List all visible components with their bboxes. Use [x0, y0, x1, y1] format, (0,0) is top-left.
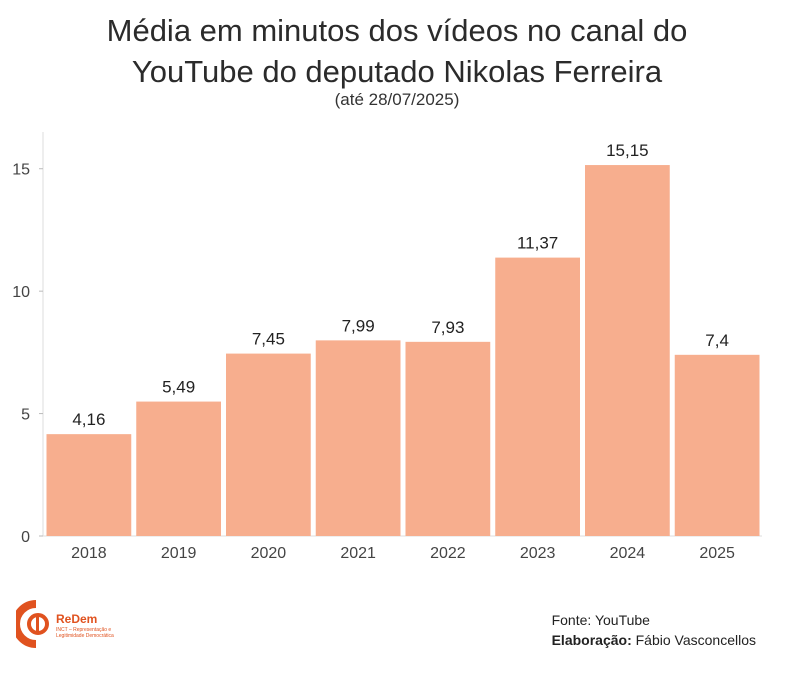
bar-value-label: 7,4 [705, 331, 729, 350]
bar [405, 341, 491, 536]
y-tick-label: 5 [21, 407, 30, 424]
bar-chart: 0 5 10 15 4,16 2018 5,49 2019 7,45 2020 7,99 2021 7,… [12, 132, 762, 562]
x-tick-label: 2023 [520, 545, 556, 562]
bar-value-label: 11,37 [517, 234, 558, 253]
bar [674, 354, 760, 536]
chart-title-line-2: YouTube do deputado Nikolas Ferreira [131, 54, 663, 89]
bar-value-label: 4,16 [72, 410, 105, 429]
credit-line: Elaboração: Fábio Vasconcellos [552, 630, 756, 650]
bar [495, 257, 580, 536]
x-tick-label: 2025 [699, 545, 735, 562]
redem-logo-tagline: INCT – Representação e Legitimidade Demo… [56, 627, 114, 639]
redem-logo-name: ReDem [56, 612, 98, 626]
y-tick-label: 10 [12, 284, 30, 301]
bar [136, 401, 221, 536]
bar-value-label: 7,99 [342, 316, 375, 335]
chart-title: Média em minutos dos vídeos no canal do … [0, 10, 794, 92]
x-tick-label: 2022 [430, 545, 466, 562]
bar-value-label: 15,15 [606, 141, 649, 160]
source-value: YouTube [594, 612, 650, 628]
credit-value: Fábio Vasconcellos [635, 632, 756, 648]
x-tick-label: 2024 [610, 545, 646, 562]
x-tick-label: 2021 [340, 545, 376, 562]
source-line: Fonte: YouTube [552, 610, 756, 630]
source-label: Fonte: [551, 612, 592, 628]
credit-label: Elaboração: [551, 632, 632, 648]
x-tick-label: 2020 [251, 545, 287, 562]
bar [315, 340, 401, 536]
x-tick-label: 2018 [71, 545, 107, 562]
x-tick-label: 2019 [161, 545, 197, 562]
y-tick-label: 15 [12, 162, 30, 179]
source-note: Fonte: YouTube Elaboração: Fábio Vasconc… [552, 610, 756, 650]
redem-logo: ReDem INCT – Representação e Legitimidad… [12, 600, 126, 652]
bar [226, 353, 311, 536]
bar-value-label: 7,93 [431, 318, 464, 337]
bar-value-label: 5,49 [162, 378, 195, 397]
bar [585, 165, 670, 536]
bar [46, 434, 132, 536]
redem-logo-icon [12, 600, 49, 648]
chart-subtitle: (até 28/07/2025) [334, 90, 460, 109]
y-tick-label: 0 [21, 529, 30, 546]
chart-title-line-1: Média em minutos dos vídeos no canal do [106, 13, 688, 48]
bar-value-label: 7,45 [252, 330, 285, 349]
